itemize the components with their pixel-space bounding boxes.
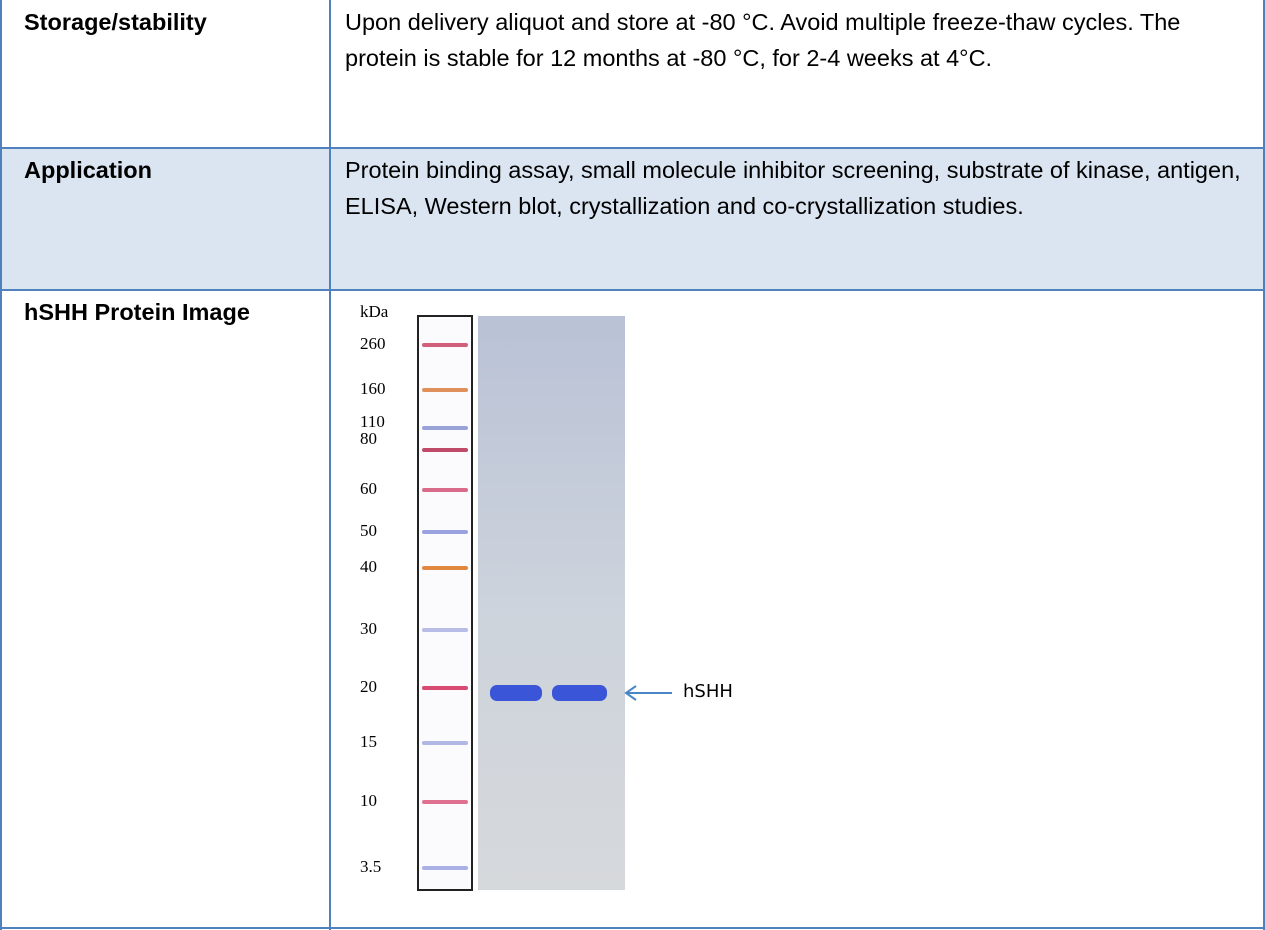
protein-band xyxy=(552,685,607,701)
ladder-band xyxy=(422,448,468,452)
marker-label: 50 xyxy=(360,521,377,540)
marker-label: 110 xyxy=(360,412,385,431)
marker-label: 30 xyxy=(360,619,377,638)
ladder-band xyxy=(422,566,468,570)
row-label: hSHH Protein Image xyxy=(24,299,250,325)
row-border xyxy=(0,289,1265,291)
marker-label: 3.5 xyxy=(360,857,381,876)
ladder-band xyxy=(422,686,468,690)
row-border xyxy=(0,927,1265,929)
col-border xyxy=(1263,0,1265,930)
arrow-head xyxy=(624,685,637,701)
ladder-band xyxy=(422,426,468,430)
marker-label: 160 xyxy=(360,379,386,398)
protein-band xyxy=(490,685,542,701)
row-text: Upon delivery aliquot and store at -80 °… xyxy=(345,9,1181,71)
ladder-band xyxy=(422,488,468,492)
marker-label: 20 xyxy=(360,677,377,696)
ladder-lane xyxy=(417,315,473,891)
row-border xyxy=(0,147,1265,149)
ladder-band xyxy=(422,866,468,870)
ladder-band xyxy=(422,530,468,534)
ladder-band xyxy=(422,628,468,632)
gel-lane xyxy=(478,316,625,890)
row-text: Protein binding assay, small molecule in… xyxy=(330,148,1263,290)
unit-label: kDa xyxy=(360,302,389,321)
ladder-band xyxy=(422,343,468,347)
row-label: Storage/stability xyxy=(24,9,207,35)
col-border xyxy=(329,0,331,930)
marker-label: 10 xyxy=(360,791,377,810)
ladder-band xyxy=(422,741,468,745)
marker-label: 80 xyxy=(360,429,377,448)
ladder-band xyxy=(422,388,468,392)
marker-label: 15 xyxy=(360,732,377,751)
row-label: Application xyxy=(2,148,330,290)
marker-label: 40 xyxy=(360,557,377,576)
band-label: hSHH xyxy=(683,681,733,702)
marker-label: 60 xyxy=(360,479,377,498)
marker-label: 260 xyxy=(360,334,386,353)
ladder-band xyxy=(422,800,468,804)
col-border xyxy=(0,0,2,930)
